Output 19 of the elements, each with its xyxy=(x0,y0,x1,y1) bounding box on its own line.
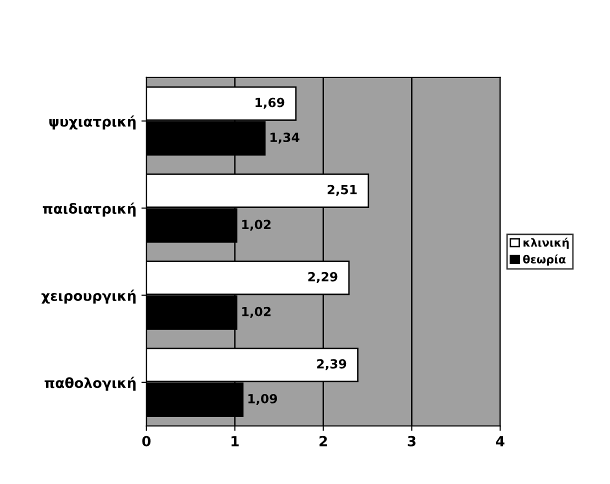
data-label: 2,29 xyxy=(308,272,338,284)
data-label: 2,51 xyxy=(328,184,357,196)
y-tick-label: παθολογική xyxy=(44,376,136,391)
x-tick-label: 2 xyxy=(320,436,327,446)
x-tick-label: 1 xyxy=(232,436,239,446)
data-label: 1,09 xyxy=(248,394,278,406)
y-tick-label: χειρουργική xyxy=(42,290,136,304)
data-label: 1,02 xyxy=(242,220,271,231)
x-tick-label: 0 xyxy=(142,436,151,446)
x-tick-label: 3 xyxy=(408,436,416,446)
data-label: 2,39 xyxy=(317,359,346,370)
x-tick-label: 4 xyxy=(496,436,504,446)
y-tick-label: ψυχιατρική xyxy=(49,115,136,130)
data-label: 1,02 xyxy=(242,306,271,318)
legend-label: θεωρία xyxy=(523,254,566,266)
data-label: 1,69 xyxy=(256,98,284,109)
data-label: 1,34 xyxy=(270,132,300,144)
y-tick-label: παιδιατρική xyxy=(42,202,136,217)
legend-label: κλινική xyxy=(524,238,569,249)
